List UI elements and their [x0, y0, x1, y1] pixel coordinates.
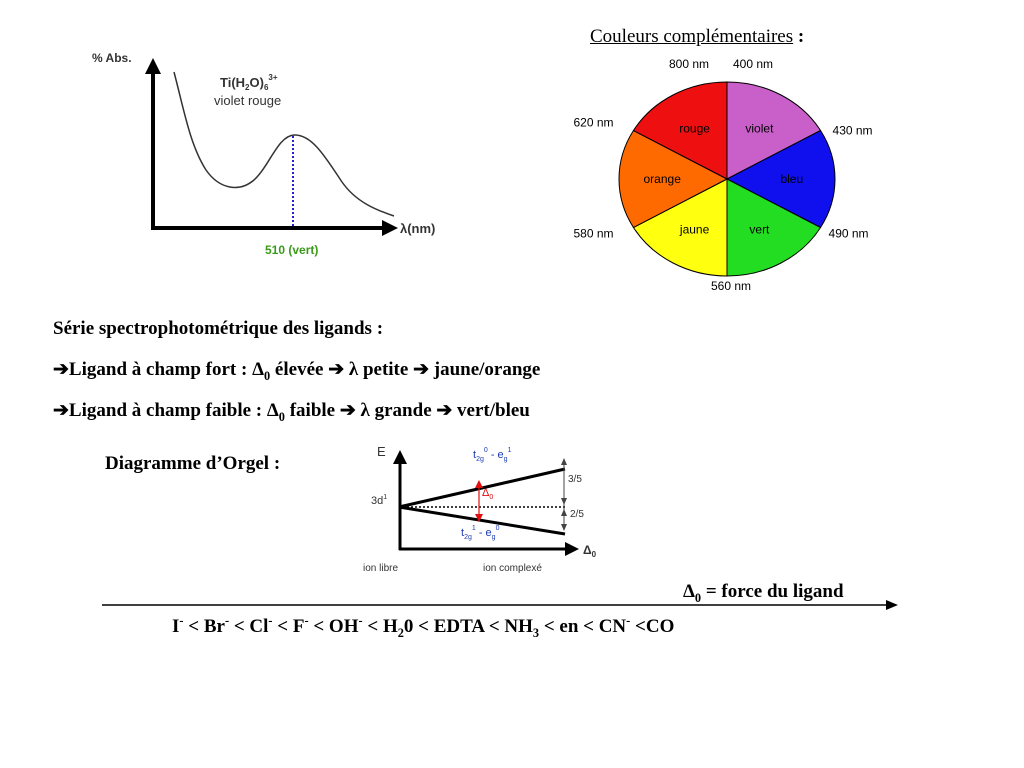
level-3d-label: 3d1 [371, 494, 387, 507]
x-axis-arrow [382, 220, 398, 236]
arrow-icon: ➔ [339, 400, 356, 421]
wheel-label-jaune: jaune [679, 222, 710, 236]
lower-level-label: t2g1 - eg0 [461, 525, 500, 541]
fraction-2-5: 2/5 [570, 509, 584, 520]
arrow-icon: ➔ [328, 359, 345, 380]
orgel-diagram: E Δ0 3d1 t2g0 - eg1 t2g1 - eg0 Δ0 3/5 2/… [363, 444, 597, 574]
wheel-sector-orange [618, 129, 729, 229]
complex-color: violet rouge [214, 93, 281, 108]
energy-axis-arrow [393, 450, 407, 464]
ligand-series-token: < Cl [229, 616, 269, 637]
ligand-charge: - [224, 613, 230, 628]
x-axis-label: λ(nm) [400, 221, 435, 236]
delta-axis-arrow [565, 542, 579, 556]
energy-axis-label: E [377, 444, 386, 459]
fraction-3-5: 3/5 [568, 474, 582, 485]
lower-level-line [398, 505, 566, 536]
wheel-sector-bleu [725, 129, 836, 229]
ligand-charge: - [304, 613, 309, 628]
absorption-spectrum: % Abs. λ(nm) Ti(H2O)63+ violet rouge 510… [92, 51, 435, 257]
wavelength-label: 800 nm [669, 57, 709, 71]
ligand-subscript: 3 [532, 625, 540, 640]
absorption-curve [173, 71, 395, 217]
wheel-sector-rouge [632, 81, 728, 180]
ligand-series: I- < Br- < Cl- < F- < OH- < H20 < EDTA <… [172, 613, 675, 640]
wheel-label-rouge: rouge [679, 122, 710, 136]
color-wheel: violet bleu vert jaune orange rouge 800 nm 400… [573, 57, 873, 293]
ion-libre-label: ion libre [363, 563, 398, 574]
strong-ligand-line: ➔Ligand à champ fort : Δ0 élevée ➔ λ pet… [53, 359, 541, 383]
y-axis-arrow [145, 58, 161, 74]
ligand-series-token: < Br [183, 616, 225, 637]
ligand-series-token: 0 < EDTA < NH [403, 616, 533, 637]
color-wheel-title-colon: : [793, 26, 805, 47]
ligand-charge: - [179, 613, 184, 628]
series-title: Série spectrophotométrique des ligands : [53, 318, 384, 339]
wavelength-label: 560 nm [711, 279, 751, 293]
upper-level-label: t2g0 - eg1 [473, 447, 512, 463]
wavelength-label: 580 nm [573, 227, 613, 241]
wavelength-label: 490 nm [829, 227, 869, 241]
ligand-series-token: I [172, 616, 180, 637]
arrow-icon: ➔ [436, 400, 453, 421]
arrow-icon: ➔ [53, 400, 69, 421]
ligand-series-token: <CO [630, 616, 675, 637]
peak-label: 510 (vert) [265, 243, 318, 257]
arrow-icon: ➔ [53, 359, 69, 380]
ligand-series-token: < en < CN [539, 616, 627, 637]
fraction-arrow-head [561, 498, 567, 505]
ligand-charge: - [268, 613, 273, 628]
ligand-force-label: Δ0 = force du ligand [683, 581, 844, 605]
ion-complexe-label: ion complexé [483, 563, 542, 574]
color-wheel-title: Couleurs complémentaires : [590, 26, 804, 48]
delta-axis-label: Δ0 [583, 543, 597, 559]
delta-split-arrow-head-down [475, 514, 483, 522]
ligand-subscript: 2 [397, 625, 404, 640]
wheel-sector-vert [726, 178, 822, 277]
weak-ligand-line: ➔Ligand à champ faible : Δ0 faible ➔ λ g… [53, 400, 530, 424]
wheel-sector-jaune [632, 178, 728, 277]
wheel-label-orange: orange [644, 172, 682, 186]
ligand-series-token: < OH [308, 616, 359, 637]
arrow-icon: ➔ [413, 359, 429, 380]
delta-split-arrow-head-up [475, 480, 483, 488]
fraction-arrow-head [561, 524, 567, 531]
ligand-strength-arrow [102, 600, 898, 610]
wheel-label-vert: vert [749, 222, 770, 236]
delta-split-label: Δ0 [482, 487, 493, 501]
fraction-arrow-head [561, 509, 567, 516]
wavelength-label: 620 nm [573, 116, 613, 130]
wheel-label-violet: violet [745, 122, 774, 136]
wheel-label-bleu: bleu [780, 172, 803, 186]
ligand-series-token: < H [362, 616, 398, 637]
orgel-label: Diagramme d’Orgel : [105, 453, 281, 474]
wavelength-label: 430 nm [833, 124, 873, 138]
color-wheel-title-text: Couleurs complémentaires [590, 26, 794, 47]
ligand-charge: - [626, 613, 631, 628]
fraction-arrow-head [561, 458, 567, 465]
y-axis-label: % Abs. [92, 51, 132, 65]
wavelength-label: 400 nm [733, 57, 773, 71]
ligand-charge: - [358, 613, 363, 628]
ligand-series-token: < F [272, 616, 305, 637]
complex-formula: Ti(H2O)63+ [220, 73, 278, 92]
wheel-sector-violet [726, 81, 822, 180]
